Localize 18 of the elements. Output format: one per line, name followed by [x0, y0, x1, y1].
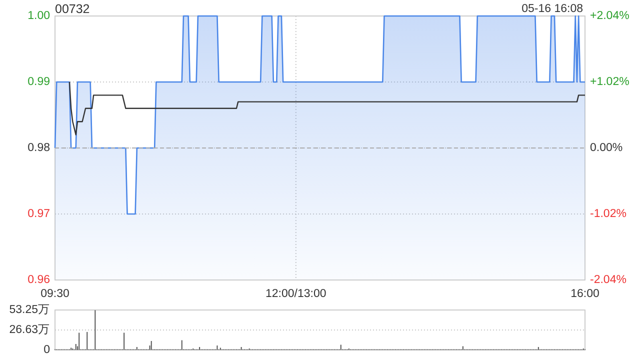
y-tick-label: 1.00	[28, 10, 50, 22]
chart-title: 00732	[55, 2, 90, 16]
y-tick-label: 0.99	[28, 76, 50, 88]
y-tick-label: 0.96	[28, 274, 50, 286]
y-tick-label: 53.25万	[9, 303, 50, 316]
y2-tick-label: -1.02%	[590, 208, 626, 220]
y-tick-label: 0	[44, 344, 50, 356]
y2-tick-label: +2.04%	[590, 10, 630, 22]
text: 05-16 16:08	[522, 3, 583, 15]
y2-tick-label: +1.02%	[590, 76, 630, 88]
x-tick-label: 09:30	[40, 288, 70, 300]
y2-tick-label: -2.04%	[590, 274, 626, 286]
x-tick-label: 16:00	[570, 288, 600, 300]
y-tick-label: 0.98	[28, 142, 50, 154]
y2-tick-label: 0.00%	[590, 142, 623, 154]
y-tick-label: 0.97	[28, 208, 50, 220]
x-tick-label: 12:00/13:00	[266, 288, 326, 300]
y-tick-label: 26.63万	[9, 322, 50, 336]
